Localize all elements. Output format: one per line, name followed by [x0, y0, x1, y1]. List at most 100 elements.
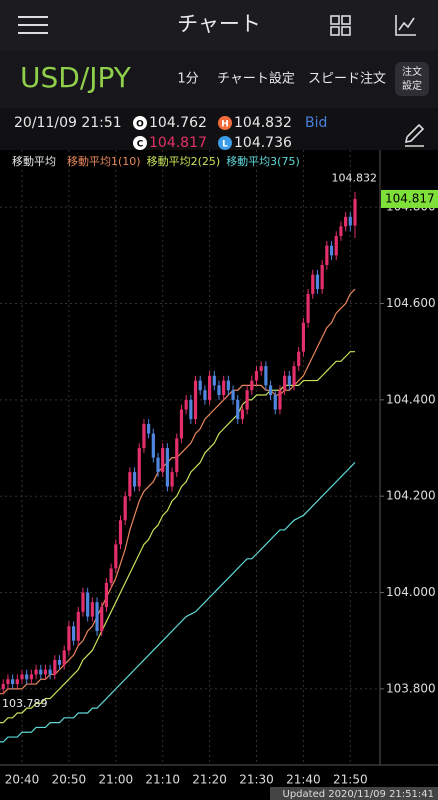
candle-body [118, 520, 123, 545]
low-value: 104.736 [234, 135, 292, 151]
chart-settings-button[interactable]: チャート設定 [217, 71, 295, 87]
low-icon-label: L [222, 140, 228, 150]
candle-body [236, 399, 240, 420]
price-side: Bid [305, 115, 327, 131]
candle-body [259, 366, 263, 371]
open-icon [133, 116, 147, 130]
x-tick-label: 21:00 [99, 773, 134, 787]
candle-body [1, 684, 5, 689]
candle-body [250, 380, 254, 391]
candle-body [53, 659, 57, 675]
candle-body [90, 602, 94, 617]
candle-body [123, 496, 127, 521]
candle-body [20, 674, 24, 680]
quote-time: 20/11/09 21:51 [14, 115, 122, 131]
candle-body [39, 669, 43, 675]
candle-body [67, 626, 71, 651]
candle-body [137, 448, 141, 487]
updated-time: Updated 2020/11/09 21:51:41 [283, 789, 434, 800]
y-tick-label: 104.200 [386, 489, 436, 503]
candle-body [81, 592, 85, 612]
order-settings-label: 注文 [402, 65, 422, 78]
high-icon [218, 116, 232, 130]
candle-body [132, 472, 137, 487]
candle-body [198, 380, 202, 391]
x-tick-label: 21:10 [145, 773, 180, 787]
high-icon-label: H [221, 120, 229, 130]
indicator-button[interactable] [395, 15, 416, 36]
candle-body [114, 544, 118, 569]
candle-body [353, 198, 357, 226]
candle-body [62, 650, 66, 665]
candle-body [11, 679, 15, 685]
close-icon [133, 136, 147, 150]
layout-button[interactable] [330, 15, 351, 36]
interval-button[interactable]: 1分 [177, 72, 198, 87]
candle-body [29, 674, 33, 680]
candle-body [344, 216, 348, 227]
candle-body [179, 409, 184, 439]
candle-body [76, 611, 80, 641]
candle-body [217, 385, 221, 396]
x-tick-label: 20:40 [5, 773, 40, 787]
candle-body [71, 626, 76, 641]
candle-body [222, 380, 226, 396]
candle-body [104, 582, 109, 607]
candle-body [273, 395, 277, 410]
x-tick-label: 21:50 [333, 773, 368, 787]
high-value: 104.832 [234, 115, 292, 131]
toolbar [0, 50, 438, 108]
candle-body [95, 602, 99, 632]
candle-body [6, 679, 10, 685]
legend-entry: 移動平均1(10) [67, 154, 141, 168]
edit-button[interactable] [404, 123, 425, 147]
candle-body [100, 606, 104, 632]
candle-body [245, 390, 249, 410]
order-settings-button[interactable] [395, 62, 429, 96]
moving-average-line [0, 288, 356, 695]
page-title: チャート [177, 12, 261, 36]
open-value: 104.762 [149, 115, 207, 131]
close-icon-label: C [137, 140, 144, 150]
candle-body [320, 264, 324, 290]
candle-body [278, 390, 282, 410]
candle-body [156, 457, 160, 473]
speed-order-button[interactable]: スピード注文 [308, 72, 386, 87]
high-label: 104.832 [331, 172, 377, 185]
candle-body [329, 245, 334, 256]
candle-body [25, 674, 29, 680]
order-settings-label: 設定 [402, 79, 422, 92]
candle-body [43, 669, 48, 675]
chart: 103.800 104.000 104.200 104.400 104.600 104.8… [0, 150, 438, 787]
candle-body [48, 669, 52, 675]
moving-average-line [0, 351, 355, 724]
candle-body [226, 380, 230, 391]
candle-body [306, 293, 310, 323]
candle-body [212, 375, 216, 386]
candle-body [193, 380, 198, 420]
candle-body [109, 568, 113, 583]
y-tick-label: 103.800 [386, 681, 436, 695]
legend-entry: 移動平均3(75) [226, 154, 300, 168]
x-tick-label: 21:40 [286, 773, 321, 787]
candle-body [292, 366, 296, 386]
candle-body [301, 322, 305, 352]
candle-body [348, 216, 352, 226]
candle-body [184, 399, 188, 410]
candle-body [86, 592, 90, 617]
candle-body [203, 390, 207, 400]
candle-body [264, 366, 268, 386]
candle-body [142, 423, 146, 449]
x-tick-label: 21:30 [239, 773, 274, 787]
candle-body [128, 472, 132, 497]
candle-body [339, 226, 343, 237]
current-price-tag [381, 189, 438, 208]
candle-body [151, 433, 155, 458]
current-price-label: 104.817 [385, 191, 435, 205]
menu-button[interactable] [18, 16, 48, 34]
symbol[interactable]: USD/JPY [20, 61, 132, 94]
candle-body [170, 472, 174, 487]
legend-entry: 移動平均2(25) [147, 154, 221, 168]
candle-body [297, 351, 301, 367]
